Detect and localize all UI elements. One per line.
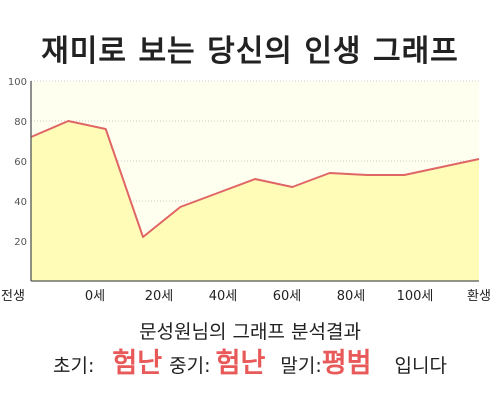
x-tick-labels: 전생 0세 20세 40세 60세 80세 100세 환생 [1,289,491,304]
analysis-result: 초기: 험난 중기: 험난 말기:평범 입니다 [0,344,500,387]
x-tick-label: 100세 [397,289,434,304]
y-tick-label: 80 [14,117,27,128]
life-area-fill [31,121,479,281]
late-value: 평범 [321,348,372,379]
y-tick-labels: 20 40 60 80 100 [8,77,27,248]
page-title: 재미로 보는 당신의 인생 그래프 [41,34,459,69]
x-tick-label: 0세 [85,289,105,304]
early-value: 험난 [112,348,163,379]
suffix-text: 입니다 [394,355,447,377]
y-tick-label: 40 [14,197,27,208]
early-label: 초기: [52,355,95,377]
y-tick-label: 60 [14,157,27,168]
analysis-title: 문성원님의 그래프 분석결과 [139,321,361,343]
late-label: 말기: [280,355,322,377]
middle-value: 험난 [215,348,266,379]
y-tick-label: 100 [8,77,27,88]
x-tick-label: 전생 [1,289,25,304]
x-tick-label: 환생 [467,289,491,304]
middle-label: 중기: [169,355,211,377]
life-line [30,120,480,238]
y-tick-label: 20 [14,237,27,248]
x-tick-label: 60세 [273,289,302,304]
x-tick-label: 40세 [209,289,238,304]
x-tick-label: 20세 [145,289,174,304]
x-tick-label: 80세 [337,289,366,304]
axes [30,81,479,282]
